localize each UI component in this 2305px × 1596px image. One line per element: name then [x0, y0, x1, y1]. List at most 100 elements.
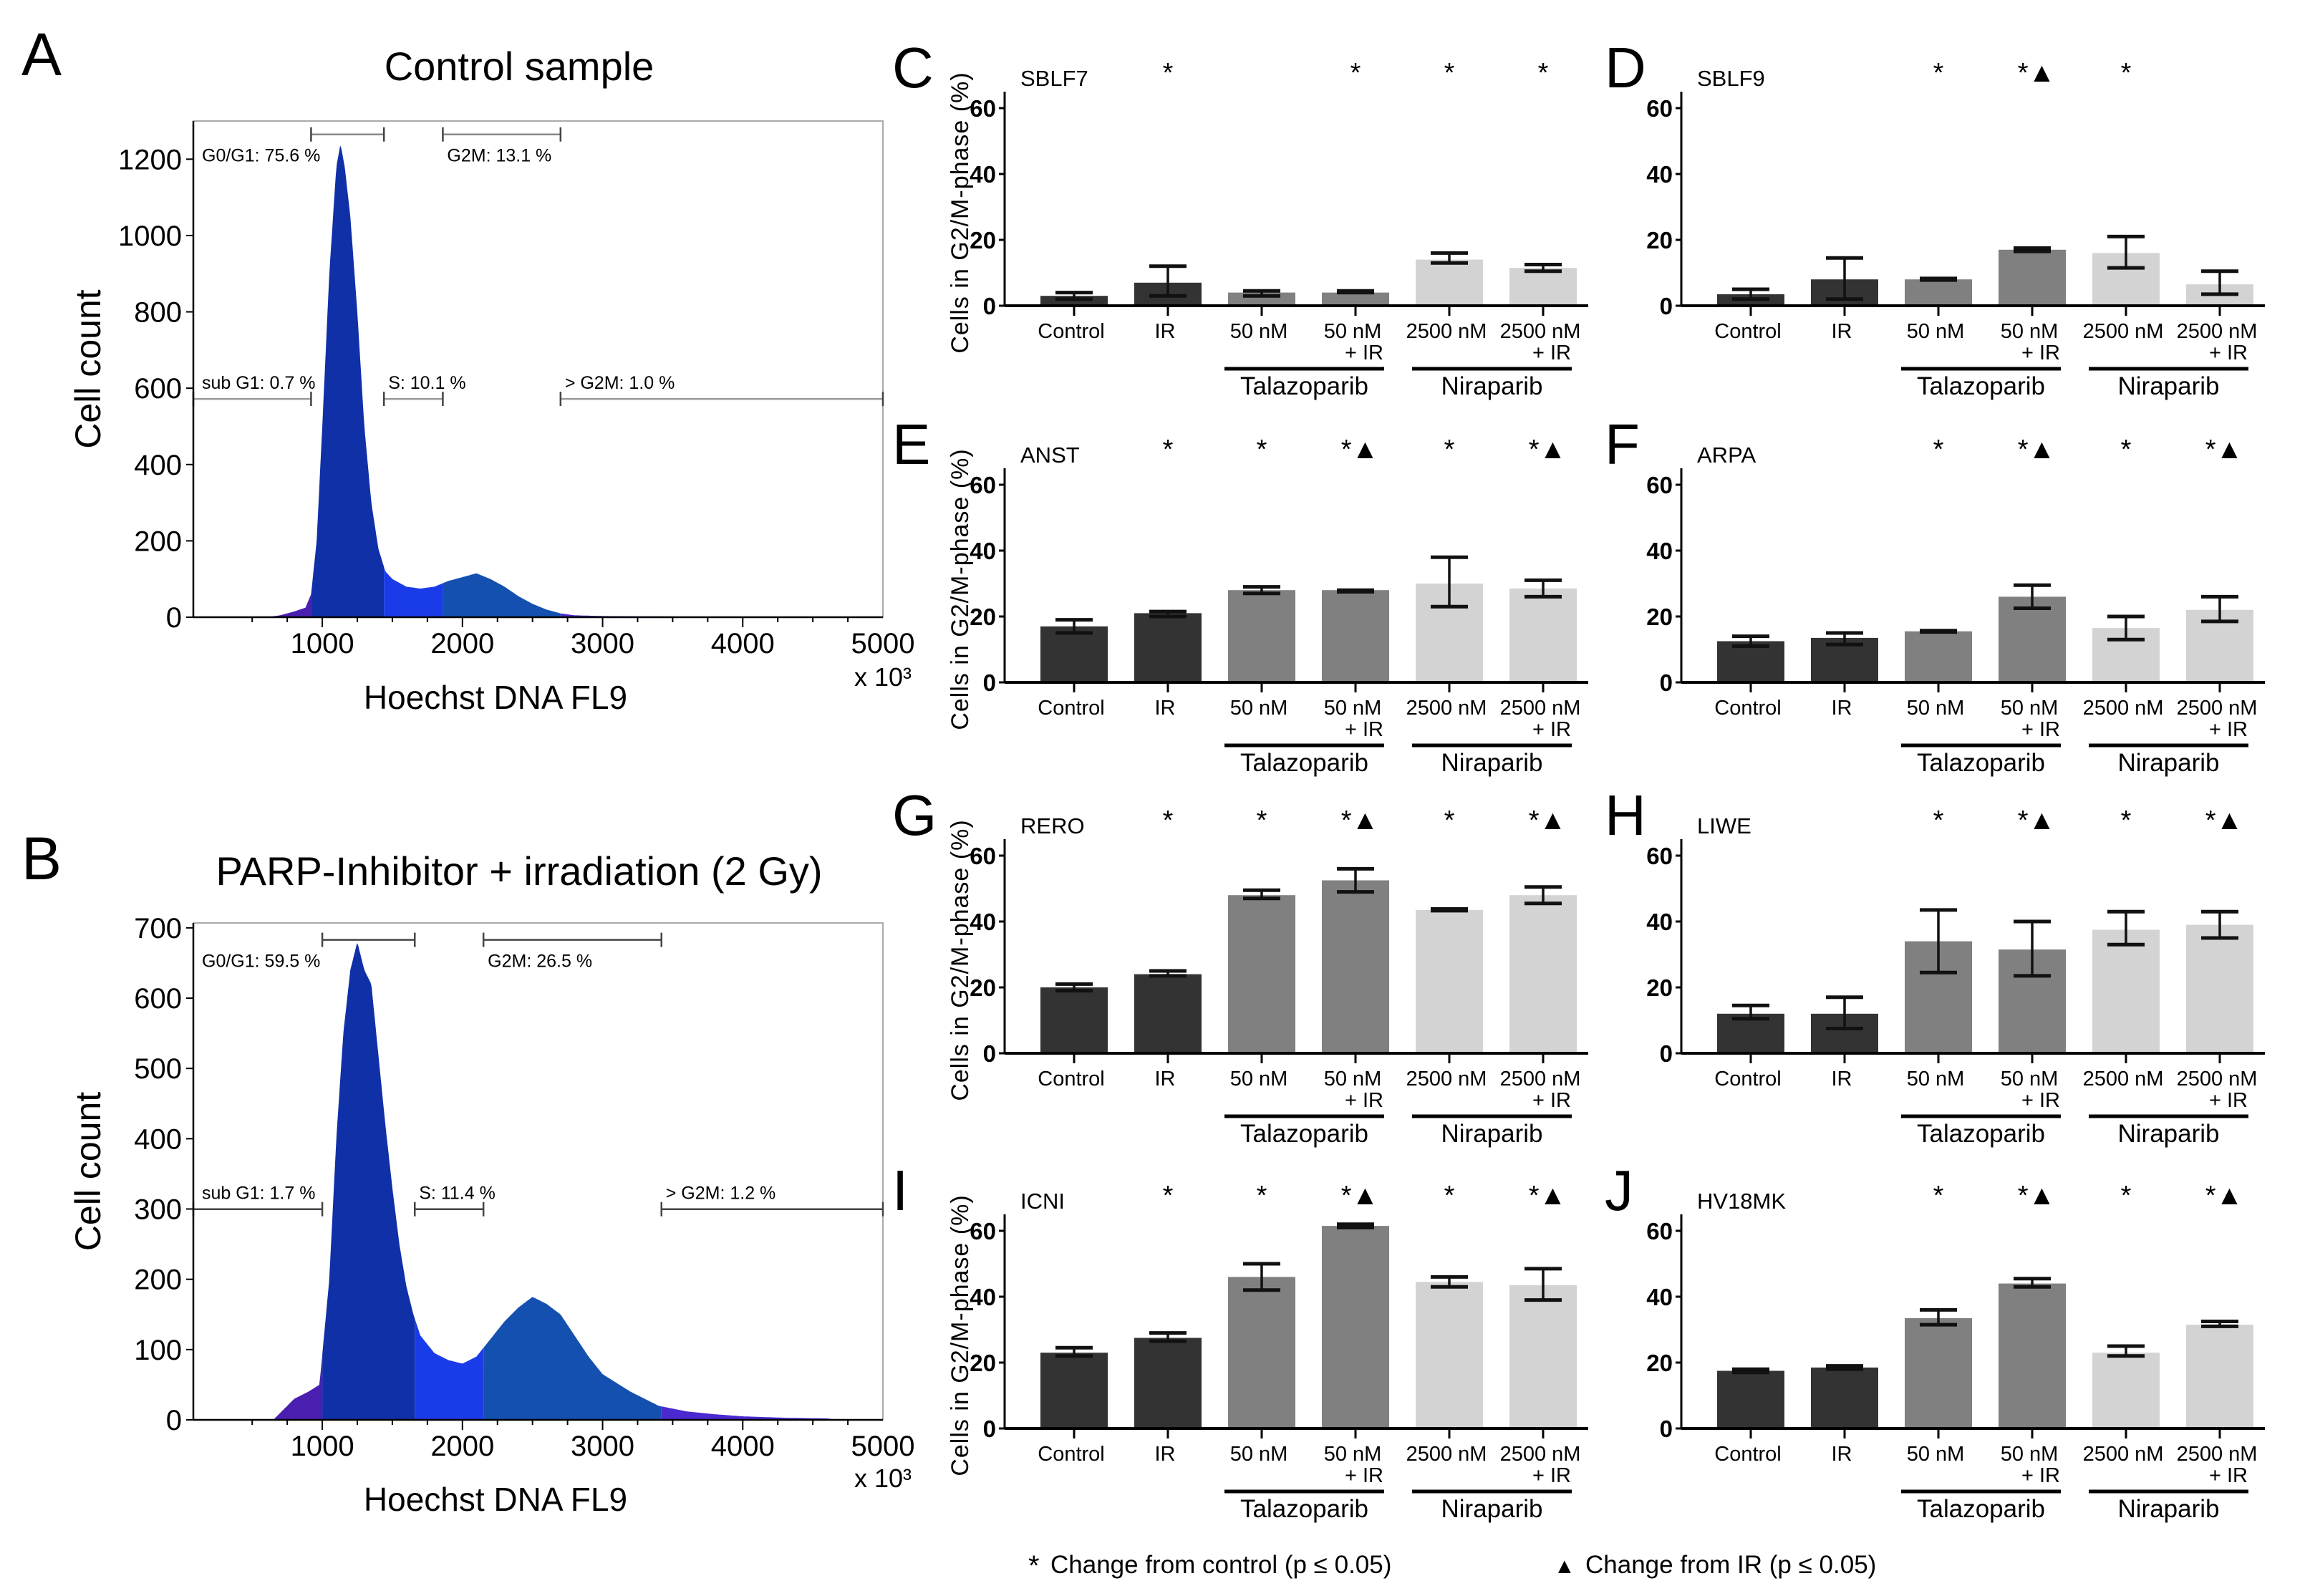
gate-label: G2M: 26.5 % [488, 952, 592, 972]
chart-title: Control sample [385, 44, 654, 89]
bar [1040, 626, 1108, 682]
gate-label: sub G1: 0.7 % [202, 373, 315, 393]
x-tick-label-line2: + IR [2021, 1464, 2060, 1487]
group-label: Niraparib [1441, 749, 1543, 777]
y-tick-label: 60 [970, 1218, 996, 1244]
group-label: Niraparib [2118, 1495, 2220, 1523]
x-tick-label: 2000 [430, 628, 494, 659]
y-tick-label: 0 [983, 1040, 996, 1067]
x-tick-label-line2: + IR [2209, 1089, 2248, 1112]
x-tick-label: 2500 nM [1406, 697, 1487, 720]
x-tick-label: IR [1155, 1068, 1176, 1090]
bar [2092, 1353, 2160, 1428]
bar [1228, 895, 1295, 1053]
x-tick-label: 4000 [711, 628, 775, 659]
x-tick-label-line2: + IR [1345, 342, 1383, 364]
x-tick-label: 3000 [571, 1431, 634, 1462]
bar [1416, 1282, 1483, 1428]
significance-marker: * [1163, 435, 1174, 465]
y-tick-label: 60 [1646, 472, 1673, 498]
x-tick-label: 50 nM [1907, 1443, 1965, 1466]
histogram-region [311, 145, 385, 618]
x-tick-label: 50 nM [1907, 320, 1965, 343]
significance-marker: * [1933, 1181, 1944, 1211]
histogram-region [443, 573, 561, 617]
bar [1228, 1277, 1295, 1428]
y-tick-label: 1000 [118, 221, 182, 252]
chart-title: SBLF7 [1020, 66, 1088, 91]
x-tick-label: 50 nM [1230, 1443, 1288, 1466]
x-tick-label: 2500 nM [2177, 1068, 2258, 1090]
chart-title: HV18MK [1697, 1189, 1786, 1214]
significance-marker: * [1444, 435, 1455, 465]
x-tick-label: 50 nM [1324, 1068, 1382, 1090]
x-tick-label: Control [1038, 320, 1105, 343]
significance-marker: *▲ [1341, 806, 1378, 836]
bar [1999, 1283, 2066, 1428]
y-tick-label: 700 [134, 913, 182, 944]
bar [1509, 895, 1577, 1053]
histogram-region [483, 1297, 662, 1420]
x-tick-label-line2: + IR [2021, 1089, 2060, 1112]
significance-marker: * [1257, 806, 1267, 836]
y-tick-label: 20 [1646, 1350, 1673, 1376]
x-tick-label: Control [1714, 320, 1782, 343]
group-label: Talazoparib [1240, 372, 1368, 400]
chart-title: ANST [1020, 442, 1080, 468]
y-axis-label: Cell count [68, 1092, 108, 1251]
x-tick-label-line2: + IR [1532, 718, 1571, 741]
bar [1509, 1285, 1577, 1428]
bar-panel-i: I ICNI Cells in G2/M-phase (%) 0 20 40 60 Contr… [892, 1159, 1588, 1523]
y-tick-label: 0 [983, 669, 996, 696]
histogram-region [384, 566, 443, 617]
significance-marker: * [2121, 806, 2132, 836]
bar [1999, 596, 2066, 682]
y-tick-label: 400 [134, 450, 182, 481]
x-multiplier: x 10³ [854, 662, 912, 692]
significance-marker: * [1933, 435, 1944, 465]
bar-panel-g: G RERO Cells in G2/M-phase (%) 0 20 40 60 Contr… [892, 783, 1588, 1148]
y-tick-label: 40 [970, 909, 996, 935]
y-tick-label: 40 [970, 1284, 996, 1310]
x-tick-label: Control [1038, 1068, 1105, 1090]
y-tick-label: 40 [1646, 909, 1673, 935]
group-label: Niraparib [2118, 372, 2220, 400]
y-axis-label: Cells in G2/M-phase (%) [947, 819, 974, 1101]
gate-label: G0/G1: 59.5 % [202, 952, 320, 972]
bar-panel-e: E ANST Cells in G2/M-phase (%) 0 20 40 60 Contr… [892, 412, 1588, 777]
significance-marker: * [1350, 58, 1361, 88]
x-tick-label: 1000 [291, 628, 354, 659]
y-tick-label: 400 [134, 1123, 182, 1155]
bar [1322, 292, 1389, 306]
x-tick-label: Control [1714, 697, 1782, 720]
significance-marker: *▲ [1341, 1181, 1378, 1211]
x-tick-label: 2500 nM [1406, 1443, 1487, 1466]
y-tick-label: 200 [134, 1264, 182, 1296]
y-axis-label: Cell count [68, 289, 108, 448]
bar [2186, 924, 2253, 1053]
x-tick-label: 2500 nM [2177, 320, 2258, 343]
x-tick-label: 50 nM [1324, 320, 1382, 343]
chart-title: SBLF9 [1697, 66, 1765, 91]
bar [1905, 1317, 1972, 1428]
y-tick-label: 40 [1646, 538, 1673, 564]
x-tick-label: 5000 [851, 1431, 915, 1462]
legend-triangle-text: Change from IR (p ≤ 0.05) [1585, 1551, 1876, 1579]
y-tick-label: 600 [134, 983, 182, 1015]
y-tick-label: 60 [970, 843, 996, 869]
x-tick-label: 50 nM [2001, 1068, 2059, 1090]
y-tick-label: 0 [983, 293, 996, 319]
y-tick-label: 20 [970, 1350, 996, 1376]
group-label: Niraparib [1441, 372, 1543, 400]
y-axis-label: Cells in G2/M-phase (%) [947, 1194, 974, 1476]
histogram-region [266, 594, 311, 617]
bar [1811, 1367, 1878, 1428]
gate-label: S: 11.4 % [419, 1184, 496, 1204]
panel-letter: D [1605, 36, 1646, 100]
panel-letter: E [892, 412, 930, 476]
significance-marker: * [1163, 58, 1174, 88]
panel-letter: A [21, 21, 62, 88]
x-tick-label-line2: + IR [1345, 1464, 1383, 1487]
